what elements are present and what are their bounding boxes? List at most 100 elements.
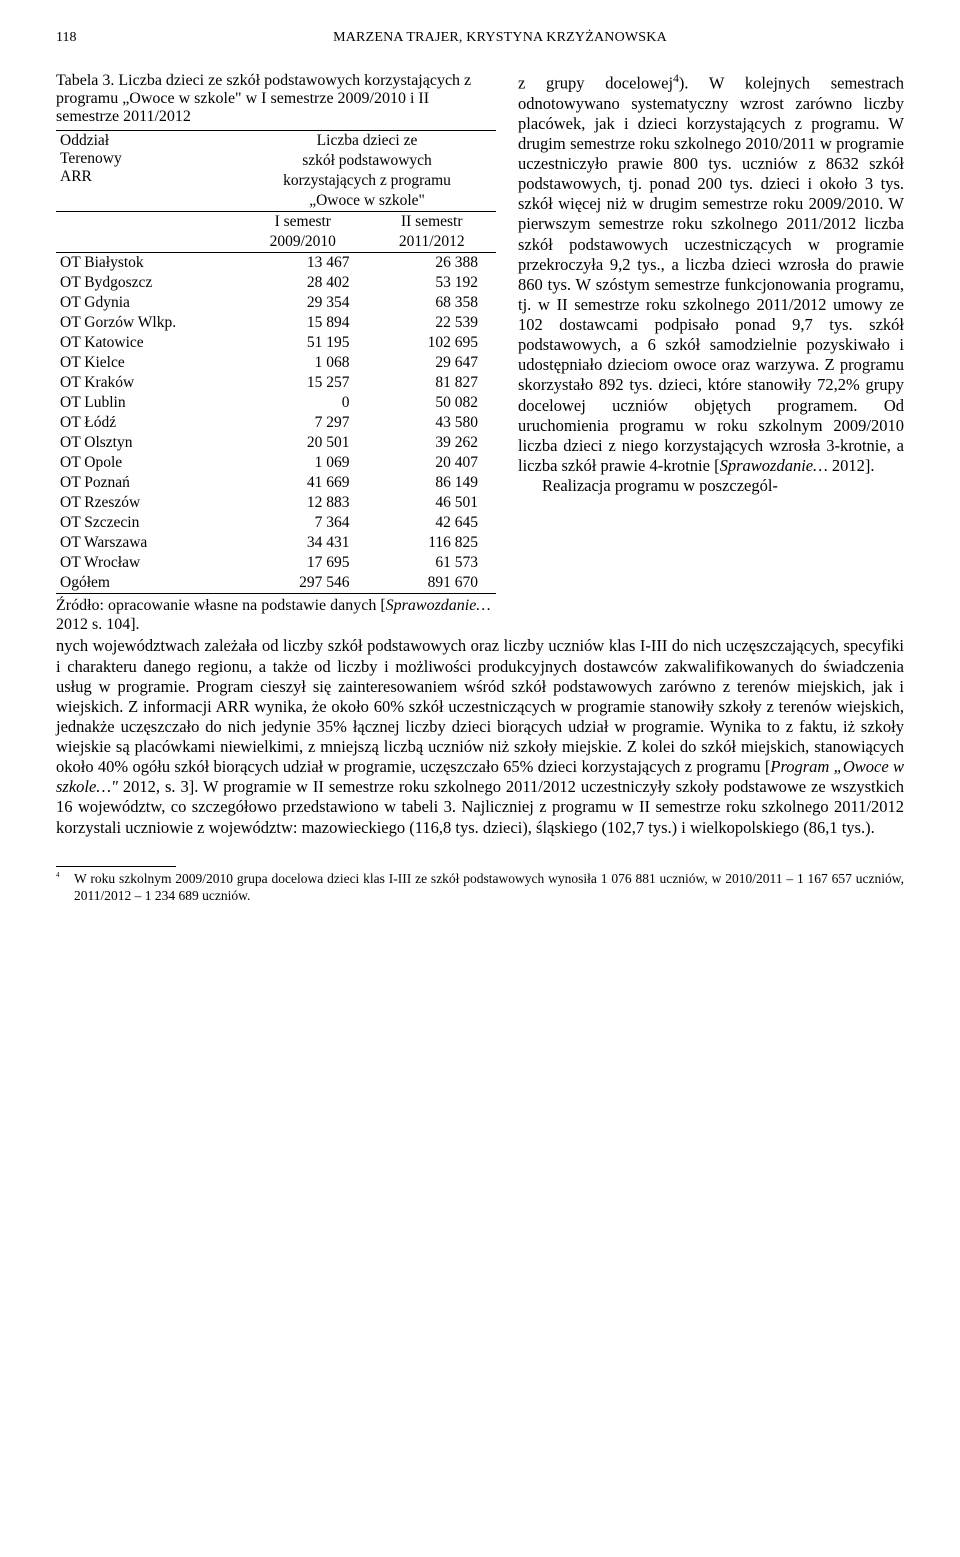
row-value: 34 431 (238, 533, 367, 553)
table-row: OT Wrocław17 69561 573 (56, 553, 496, 573)
left-column: Tabela 3. Liczba dzieci ze szkół podstaw… (56, 72, 496, 634)
table-row: OT Rzeszów12 88346 501 (56, 493, 496, 513)
row-value: 1 069 (238, 453, 367, 473)
footnote-mark: 4 (56, 871, 60, 879)
row-value: 116 825 (367, 533, 496, 553)
row-value: 102 695 (367, 333, 496, 353)
row-value: 12 883 (238, 493, 367, 513)
row-value: 61 573 (367, 553, 496, 573)
table-row: OT Białystok13 46726 388 (56, 253, 496, 274)
table-row: OT Warszawa34 431116 825 (56, 533, 496, 553)
row-value: 42 645 (367, 513, 496, 533)
total-value: 891 670 (367, 573, 496, 594)
col-head: 2009/2010 (270, 233, 336, 250)
table-row: OT Kraków15 25781 827 (56, 373, 496, 393)
table-row: OT Szczecin7 36442 645 (56, 513, 496, 533)
row-label: OT Warszawa (56, 533, 238, 553)
body-text: z grupy docelowej (518, 74, 673, 93)
row-value: 29 354 (238, 293, 367, 313)
table-row: OT Olsztyn20 50139 262 (56, 433, 496, 453)
body-text: 2012, s. 3]. W programie w II semestrze … (56, 777, 904, 836)
source-italic: Sprawozdanie… (386, 597, 491, 614)
table-source: Źródło: opracowanie własne na podstawie … (56, 596, 496, 634)
row-value: 17 695 (238, 553, 367, 573)
right-column: z grupy docelowej4). W kolejnych semestr… (518, 72, 904, 634)
table-row: OT Opole1 06920 407 (56, 453, 496, 473)
source-text: 2012 s. 104]. (56, 616, 140, 633)
table-row: OT Katowice51 195102 695 (56, 333, 496, 353)
row-value: 20 407 (367, 453, 496, 473)
row-value: 15 257 (238, 373, 367, 393)
col-head: 2011/2012 (399, 233, 465, 250)
table-row: OT Kielce1 06829 647 (56, 353, 496, 373)
row-value: 39 262 (367, 433, 496, 453)
body-text: 2012]. (828, 456, 875, 475)
source-text: Źródło: opracowanie własne na podstawie … (56, 597, 386, 614)
page: 118 MARZENA TRAJER, KRYSTYNA KRZYŻANOWSK… (0, 0, 960, 934)
row-label: OT Białystok (56, 253, 238, 274)
row-value: 7 364 (238, 513, 367, 533)
row-label: OT Bydgoszcz (56, 273, 238, 293)
table-row: OT Poznań41 66986 149 (56, 473, 496, 493)
row-value: 20 501 (238, 433, 367, 453)
row-value: 86 149 (367, 473, 496, 493)
row-label: OT Rzeszów (56, 493, 238, 513)
row-value: 53 192 (367, 273, 496, 293)
footnote-text: W roku szkolnym 2009/2010 grupa docelowa… (74, 871, 904, 905)
row-value: 51 195 (238, 333, 367, 353)
span-head-line: szkół podstawowych (302, 152, 432, 169)
stub-head-line: ARR (60, 168, 92, 185)
col-head: I semestr (275, 213, 331, 230)
footnote-rule (56, 866, 176, 867)
page-header: 118 MARZENA TRAJER, KRYSTYNA KRZYŻANOWSK… (56, 30, 904, 46)
page-number: 118 (56, 30, 96, 46)
row-value: 22 539 (367, 313, 496, 333)
row-label: OT Łódź (56, 413, 238, 433)
table-row: OT Bydgoszcz28 40253 192 (56, 273, 496, 293)
row-value: 7 297 (238, 413, 367, 433)
body-text: Realizacja programu w poszczegól- (542, 476, 778, 495)
total-label: Ogółem (56, 573, 238, 594)
row-label: OT Gorzów Wlkp. (56, 313, 238, 333)
table-row: OT Łódź7 29743 580 (56, 413, 496, 433)
two-column-block: Tabela 3. Liczba dzieci ze szkół podstaw… (56, 72, 904, 634)
row-value: 1 068 (238, 353, 367, 373)
row-value: 0 (238, 393, 367, 413)
row-label: OT Opole (56, 453, 238, 473)
row-label: OT Lublin (56, 393, 238, 413)
row-label: OT Kielce (56, 353, 238, 373)
row-value: 28 402 (238, 273, 367, 293)
row-label: OT Gdynia (56, 293, 238, 313)
body-text: nych województwach zależała od liczby sz… (56, 636, 904, 776)
row-label: OT Szczecin (56, 513, 238, 533)
footnote: 4 W roku szkolnym 2009/2010 grupa docelo… (56, 871, 904, 905)
row-label: OT Olsztyn (56, 433, 238, 453)
row-value: 43 580 (367, 413, 496, 433)
col-head: II semestr (401, 213, 463, 230)
total-value: 297 546 (238, 573, 367, 594)
row-value: 81 827 (367, 373, 496, 393)
span-head-line: korzystających z programu (283, 172, 451, 189)
row-label: OT Poznań (56, 473, 238, 493)
running-head: MARZENA TRAJER, KRYSTYNA KRZYŻANOWSKA (96, 30, 904, 46)
row-value: 29 647 (367, 353, 496, 373)
row-value: 68 358 (367, 293, 496, 313)
span-head-line: Liczba dzieci ze (317, 132, 418, 149)
table-row: OT Gdynia29 35468 358 (56, 293, 496, 313)
data-table: Oddział Terenowy ARR Liczba dzieci ze sz… (56, 130, 496, 594)
table-row: OT Lublin050 082 (56, 393, 496, 413)
table-caption: Tabela 3. Liczba dzieci ze szkół podstaw… (56, 72, 496, 126)
row-label: OT Katowice (56, 333, 238, 353)
body-text: ). W kolejnych semestrach odnotowywano s… (518, 74, 904, 475)
row-label: OT Wrocław (56, 553, 238, 573)
stub-head-line: Terenowy (60, 150, 122, 167)
row-value: 26 388 (367, 253, 496, 274)
row-value: 50 082 (367, 393, 496, 413)
stub-head-line: Oddział (60, 132, 109, 149)
row-value: 41 669 (238, 473, 367, 493)
body-italic: Sprawozdanie… (720, 456, 828, 475)
row-value: 15 894 (238, 313, 367, 333)
row-label: OT Kraków (56, 373, 238, 393)
row-value: 13 467 (238, 253, 367, 274)
row-value: 46 501 (367, 493, 496, 513)
